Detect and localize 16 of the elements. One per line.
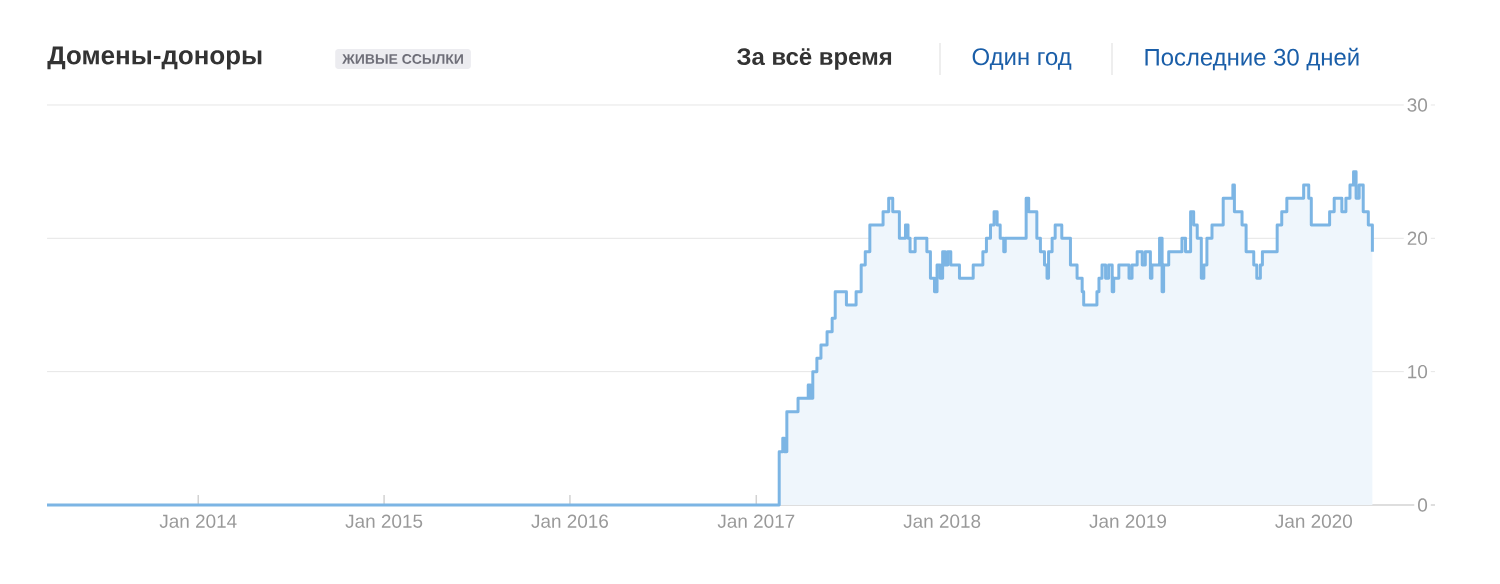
x-tick-label: Jan 2018 [903, 514, 981, 528]
text: Один год [972, 48, 1072, 70]
chart-subtitle: ЖИВЫЕ ССЫЛКИ [342, 54, 463, 64]
x-tick-label: Jan 2017 [717, 514, 795, 528]
y-tick-label: 30 [1407, 98, 1428, 112]
y-tick-label: 0 [1418, 498, 1428, 512]
chart-title: Домены-доноры [47, 46, 262, 70]
x-tick-label: Jan 2019 [1089, 514, 1166, 528]
y-tick-label: 10 [1408, 364, 1428, 379]
x-tick-label: Jan 2020 [1275, 514, 1352, 528]
text: За всё время [737, 48, 892, 70]
text: Последние 30 дней [1145, 47, 1359, 71]
x-tick-label: Jan 2014 [159, 514, 237, 528]
y-tick-label: 20 [1407, 231, 1428, 246]
x-tick-label: Jan 2015 [345, 514, 423, 528]
x-tick-label: Jan 2016 [531, 514, 609, 528]
